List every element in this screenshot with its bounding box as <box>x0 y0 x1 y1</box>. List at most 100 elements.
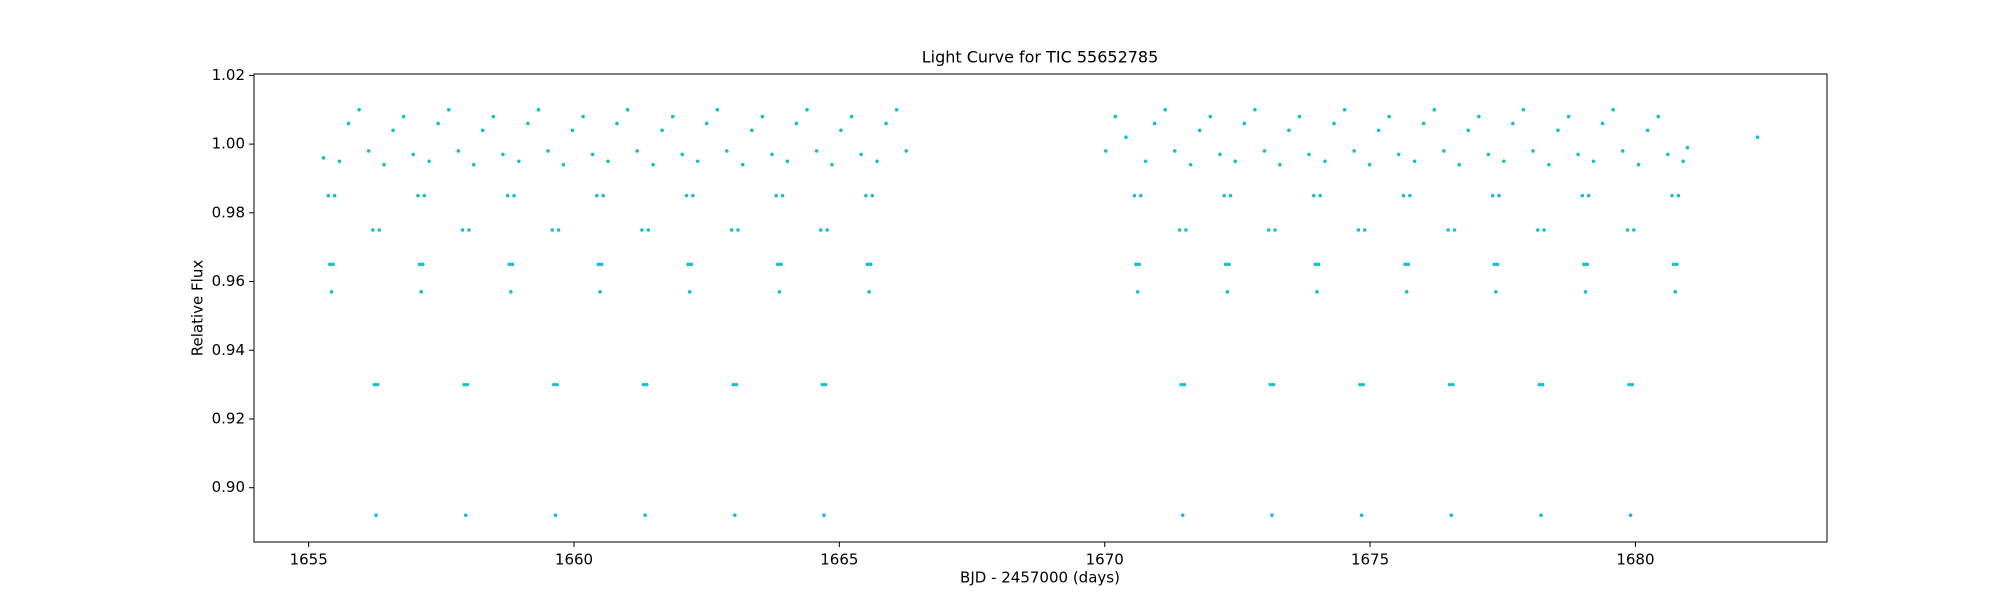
data-point <box>1197 128 1202 133</box>
data-point <box>1177 228 1182 232</box>
data-point <box>733 513 737 517</box>
data-point <box>643 513 647 517</box>
data-point <box>1457 162 1462 167</box>
y-tick-label: 0.90 <box>212 478 245 496</box>
data-point <box>805 107 809 112</box>
data-point <box>1233 159 1238 164</box>
data-point <box>1620 149 1625 153</box>
data-point <box>774 193 779 198</box>
data-point <box>1675 262 1679 267</box>
data-point <box>1287 128 1291 133</box>
data-point <box>1656 114 1661 119</box>
data-point <box>1466 128 1471 133</box>
data-point <box>1352 149 1356 153</box>
data-point <box>734 382 739 387</box>
data-point <box>561 162 566 167</box>
data-point <box>1180 513 1185 517</box>
data-point <box>687 290 692 294</box>
data-point <box>1521 107 1526 112</box>
data-point <box>1356 228 1361 232</box>
data-point <box>419 290 423 294</box>
data-point <box>1452 228 1457 232</box>
y-tick-label: 0.96 <box>212 272 245 290</box>
data-point <box>1387 114 1391 119</box>
data-point <box>1184 228 1188 232</box>
data-point <box>366 149 371 153</box>
data-point <box>329 290 334 294</box>
data-point <box>357 107 361 112</box>
data-point <box>686 262 690 267</box>
data-point <box>1270 513 1274 517</box>
data-point <box>411 152 416 157</box>
data-point <box>1359 513 1364 517</box>
data-point <box>328 262 332 267</box>
data-point <box>770 152 774 157</box>
data-point <box>420 262 425 267</box>
data-point <box>326 193 331 198</box>
x-tick-label: 1655 <box>290 551 328 569</box>
data-point <box>822 513 826 517</box>
data-point <box>556 228 561 232</box>
data-point <box>1636 162 1641 167</box>
data-point <box>526 121 530 126</box>
data-point <box>794 121 799 126</box>
data-point <box>606 159 610 164</box>
y-axis-label: Relative Flux <box>189 260 207 357</box>
data-point <box>1539 513 1543 517</box>
data-point <box>1406 262 1411 267</box>
data-point <box>651 162 655 167</box>
data-point <box>776 262 780 267</box>
data-point <box>777 290 782 294</box>
data-point <box>1755 135 1760 140</box>
data-point <box>670 114 675 119</box>
data-point <box>337 159 342 164</box>
data-point <box>1139 193 1143 198</box>
data-point <box>1132 193 1137 198</box>
plot-frame <box>253 73 1828 543</box>
data-point <box>814 149 819 153</box>
data-point <box>570 128 575 133</box>
data-point <box>1278 162 1282 167</box>
data-point <box>849 114 854 119</box>
x-tick-label: 1665 <box>820 551 858 569</box>
data-point <box>456 149 461 153</box>
data-point <box>725 149 729 153</box>
data-point <box>1576 152 1580 157</box>
data-point <box>1361 382 1365 387</box>
data-point <box>1143 159 1148 164</box>
data-point <box>780 193 785 198</box>
data-point <box>1547 162 1551 167</box>
data-point <box>1218 152 1222 157</box>
data-point <box>1362 228 1367 232</box>
data-point <box>401 114 406 119</box>
data-point <box>695 159 700 164</box>
x-tick-label: 1660 <box>555 551 593 569</box>
data-point <box>870 193 875 198</box>
data-point <box>463 513 468 517</box>
data-point <box>894 107 899 112</box>
data-point <box>1332 121 1336 126</box>
y-tick-label: 1.02 <box>212 66 245 84</box>
data-point <box>1318 193 1322 198</box>
data-point <box>904 149 909 153</box>
data-point <box>512 193 516 198</box>
data-point <box>1671 262 1676 267</box>
data-point <box>1228 193 1233 198</box>
data-point <box>875 159 879 164</box>
data-point <box>1685 145 1690 150</box>
data-point <box>332 193 337 198</box>
data-point <box>1124 135 1128 140</box>
data-point <box>1585 262 1589 267</box>
data-point <box>1412 159 1417 164</box>
data-point <box>1134 262 1138 267</box>
data-point <box>1188 162 1193 167</box>
data-point <box>1511 121 1515 126</box>
data-point <box>427 159 431 164</box>
chart-title: Light Curve for TIC 55652785 <box>922 48 1159 67</box>
data-point <box>689 262 694 267</box>
data-point <box>509 290 513 294</box>
data-point <box>467 228 471 232</box>
data-point <box>501 152 505 157</box>
